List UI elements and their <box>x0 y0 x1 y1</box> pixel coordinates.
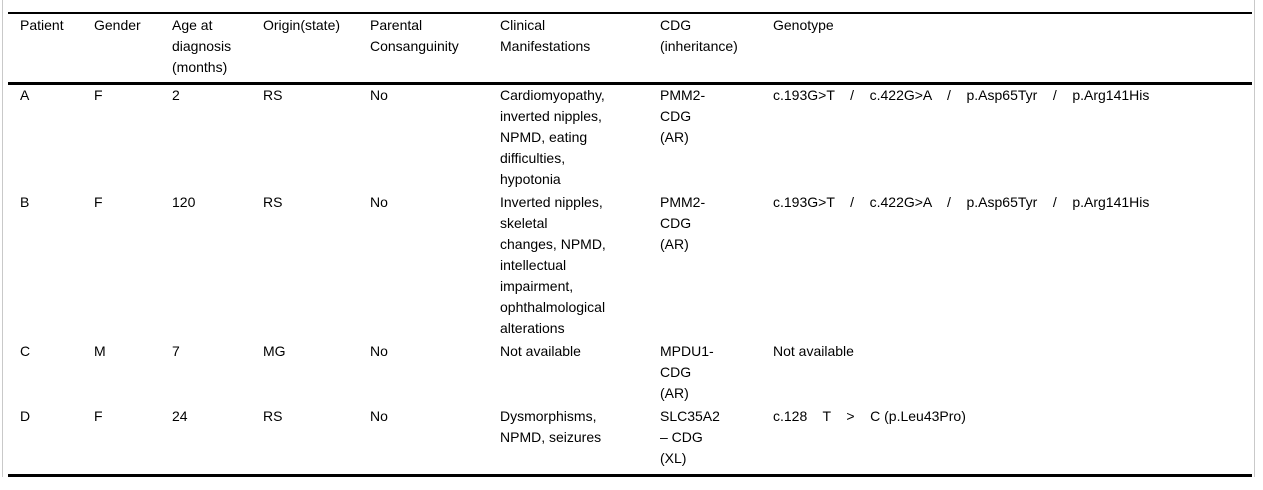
cell-genotype: c.193G>T / c.422G>A / p.Asp65Tyr / p.Arg… <box>773 87 1150 103</box>
cell-gender: F <box>94 408 103 424</box>
header-cell-age-at-diagnosis: Age at diagnosis (months) <box>172 17 232 75</box>
cell-clinical-manifestations: Dysmorphisms, NPMD, seizures <box>500 408 602 445</box>
cell-cdg-inheritance: PMM2- CDG (AR) <box>660 87 706 145</box>
header-cell-patient: Patient <box>20 17 64 33</box>
cell-gender: M <box>94 343 106 359</box>
header-row: Patient Gender Age at diagnosis (months)… <box>8 13 1252 84</box>
cell-genotype: c.193G>T / c.422G>A / p.Asp65Tyr / p.Arg… <box>773 194 1150 210</box>
cell-gender: F <box>94 194 103 210</box>
header-cell-cdg-inheritance: CDG (inheritance) <box>660 17 738 54</box>
cell-patient: A <box>20 87 30 103</box>
cell-age-at-diagnosis: 2 <box>172 87 180 103</box>
header-cell-gender: Gender <box>94 17 141 33</box>
cell-cdg-inheritance: MPDU1- CDG (AR) <box>660 343 714 401</box>
cell-genotype: Not available <box>773 343 854 359</box>
cell-origin-state: RS <box>263 408 283 424</box>
cell-patient: D <box>20 408 31 424</box>
header-cell-clinical-manifestations: Clinical Manifestations <box>500 17 591 54</box>
cell-clinical-manifestations: Inverted nipples, skeletal changes, NPMD… <box>500 194 606 336</box>
cell-genotype: c.128 T > C (p.Leu43Pro) <box>773 408 966 424</box>
header-cell-genotype: Genotype <box>773 17 834 33</box>
patients-table: Patient Gender Age at diagnosis (months)… <box>8 12 1252 477</box>
cell-parental-consanguinity: No <box>370 343 388 359</box>
cell-origin-state: RS <box>263 87 283 103</box>
table-frame <box>2 0 1255 477</box>
table-row-patient-d: D F 24 RS No Dysmorphisms, NPMD, seizure… <box>8 406 1252 476</box>
cell-clinical-manifestations: Not available <box>500 343 581 359</box>
cell-age-at-diagnosis: 120 <box>172 194 196 210</box>
cell-origin-state: MG <box>263 343 286 359</box>
table-row-patient-a: A F 2 RS No Cardiomyopathy, inverted nip… <box>8 84 1252 193</box>
cell-parental-consanguinity: No <box>370 87 388 103</box>
cell-gender: F <box>94 87 103 103</box>
cell-origin-state: RS <box>263 194 283 210</box>
cell-parental-consanguinity: No <box>370 194 388 210</box>
header-cell-origin-state: Origin(state) <box>263 17 341 33</box>
table-row-patient-b: B F 120 RS No Inverted nipples, skeletal… <box>8 192 1252 341</box>
cell-patient: C <box>20 343 31 359</box>
cell-clinical-manifestations: Cardiomyopathy, inverted nipples, NPMD, … <box>500 87 605 187</box>
cell-cdg-inheritance: SLC35A2 – CDG (XL) <box>660 408 720 466</box>
cell-patient: B <box>20 194 30 210</box>
cell-age-at-diagnosis: 24 <box>172 408 188 424</box>
cell-cdg-inheritance: PMM2- CDG (AR) <box>660 194 706 252</box>
cell-parental-consanguinity: No <box>370 408 388 424</box>
table-row-patient-c: C M 7 MG No Not available MPDU1- CDG (AR… <box>8 341 1252 406</box>
header-cell-parental-consanguinity: Parental Consanguinity <box>370 17 459 54</box>
cell-age-at-diagnosis: 7 <box>172 343 180 359</box>
